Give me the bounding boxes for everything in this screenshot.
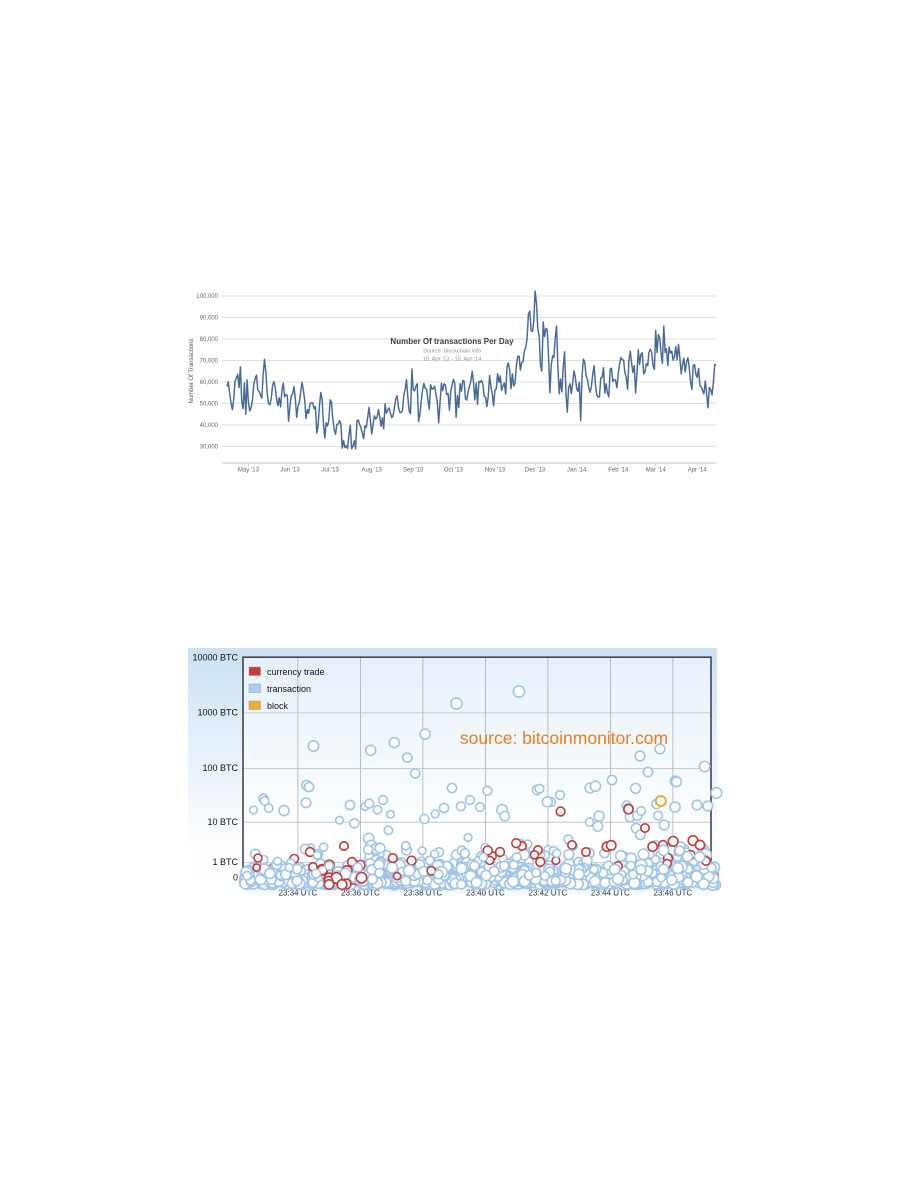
svg-text:23:44 UTC: 23:44 UTC (591, 889, 630, 898)
svg-text:Source: blockchain.info: Source: blockchain.info (423, 349, 481, 355)
svg-text:Jun ’13: Jun ’13 (280, 468, 300, 474)
svg-text:40,000: 40,000 (200, 423, 219, 429)
svg-text:currency trade: currency trade (267, 667, 325, 677)
svg-text:50,000: 50,000 (200, 402, 219, 408)
svg-text:0: 0 (233, 872, 238, 882)
svg-text:Number Of Transactions: Number Of Transactions (189, 338, 195, 403)
svg-text:Aug ’13: Aug ’13 (362, 468, 383, 474)
svg-text:23:36 UTC: 23:36 UTC (341, 889, 380, 898)
svg-text:Feb ’14: Feb ’14 (608, 468, 629, 474)
svg-text:Jul ’13: Jul ’13 (322, 468, 340, 474)
svg-text:Number Of transactions Per Day: Number Of transactions Per Day (390, 337, 514, 346)
svg-text:60,000: 60,000 (200, 380, 219, 386)
svg-text:transaction: transaction (267, 684, 311, 694)
svg-text:1 BTC: 1 BTC (212, 857, 238, 867)
svg-text:30,000: 30,000 (200, 445, 219, 451)
svg-text:23:42 UTC: 23:42 UTC (529, 889, 568, 898)
svg-text:10000 BTC: 10000 BTC (192, 652, 238, 662)
svg-text:source: bitcoinmonitor.com: source: bitcoinmonitor.com (460, 728, 668, 748)
svg-text:Sep ’13: Sep ’13 (403, 468, 424, 474)
svg-text:100,000: 100,000 (196, 294, 218, 300)
svg-text:23:46 UTC: 23:46 UTC (654, 889, 693, 898)
svg-text:10 BTC: 10 BTC (207, 817, 238, 827)
svg-text:Dec ’13: Dec ’13 (525, 468, 546, 474)
svg-text:block: block (267, 701, 289, 711)
svg-text:23:40 UTC: 23:40 UTC (466, 889, 505, 898)
svg-text:Apr ’14: Apr ’14 (688, 468, 708, 474)
svg-text:Mar ’14: Mar ’14 (646, 468, 667, 474)
svg-text:70,000: 70,000 (200, 359, 219, 365)
svg-text:90,000: 90,000 (200, 316, 219, 322)
svg-text:Oct ’13: Oct ’13 (444, 468, 464, 474)
svg-text:Jan ’14: Jan ’14 (567, 468, 587, 474)
svg-text:15. Apr ’13 - 15. Apr ’14: 15. Apr ’13 - 15. Apr ’14 (423, 357, 481, 363)
svg-text:Nov ’13: Nov ’13 (485, 468, 506, 474)
svg-text:23:34 UTC: 23:34 UTC (279, 889, 318, 898)
svg-text:100 BTC: 100 BTC (202, 763, 238, 773)
svg-text:1000 BTC: 1000 BTC (197, 708, 238, 718)
svg-text:80,000: 80,000 (200, 337, 219, 343)
svg-text:23:38 UTC: 23:38 UTC (404, 889, 443, 898)
svg-text:May ’13: May ’13 (238, 468, 260, 474)
